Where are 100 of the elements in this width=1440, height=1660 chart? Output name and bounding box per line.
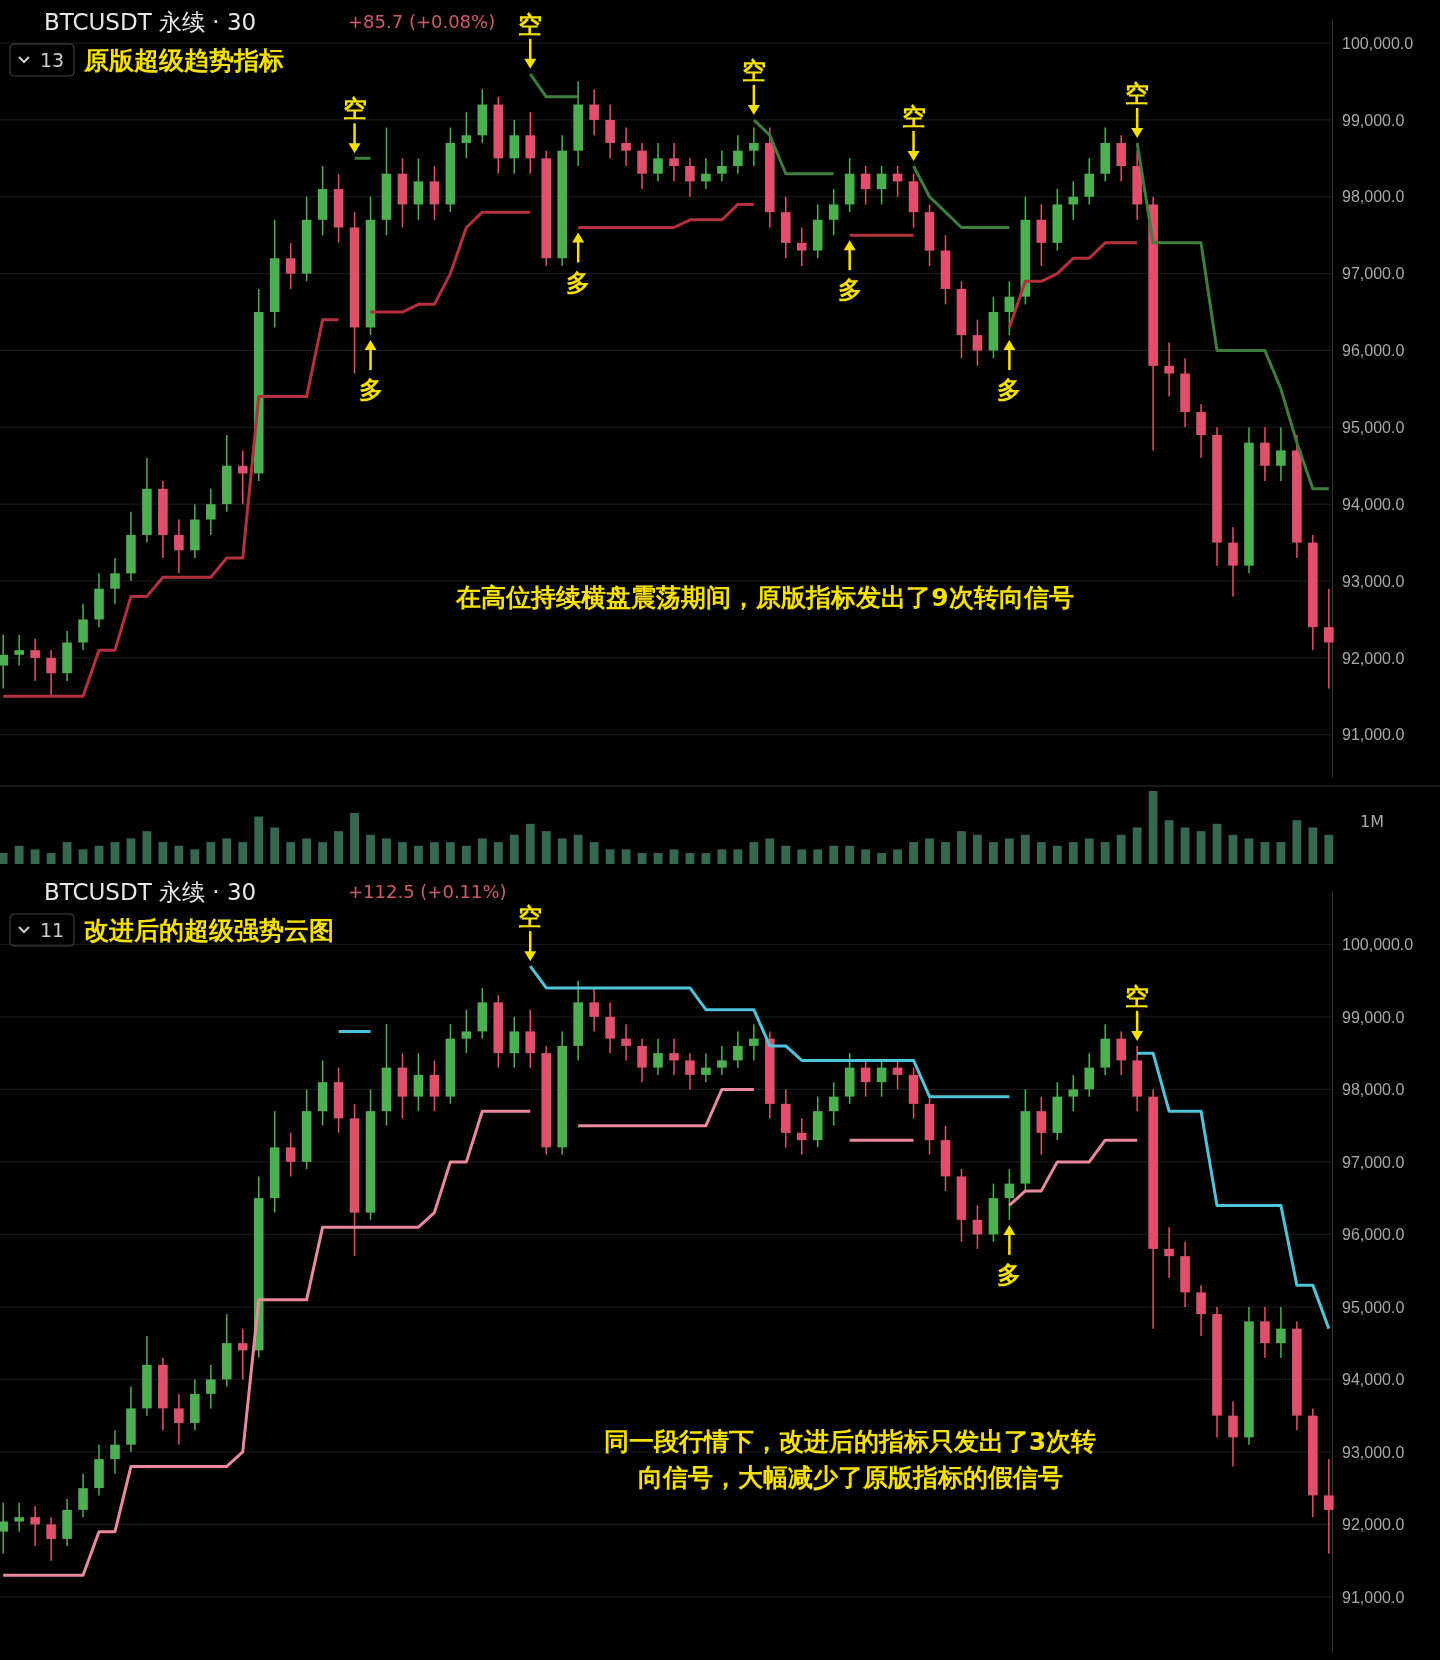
bar (334, 831, 343, 864)
bar (1020, 834, 1030, 864)
annotation: 空 (741, 56, 766, 85)
bar (110, 842, 120, 864)
y-tick-label: 99,000.0 (1342, 1008, 1405, 1026)
candlestick (876, 1059, 887, 1098)
candlestick (1228, 526, 1238, 598)
chart-subtitle: BTCUSDT 永续 · 30 (44, 9, 257, 35)
candlestick (1276, 1306, 1286, 1359)
y-tick-label: 98,000.0 (1342, 188, 1405, 206)
bar (14, 845, 24, 864)
annotation: 多 (358, 376, 383, 405)
bar (1132, 827, 1142, 864)
bar (1148, 791, 1158, 864)
annotation: 13 (40, 49, 65, 71)
bar (701, 853, 711, 864)
candlestick (1164, 1226, 1174, 1279)
bar (1052, 845, 1062, 864)
annotation: 多 (997, 1260, 1022, 1289)
candlestick (749, 1023, 759, 1062)
candlestick (1260, 426, 1270, 482)
y-tick-label: 91,000.0 (1342, 1588, 1405, 1606)
candlestick (1084, 1052, 1095, 1098)
candlestick (110, 1429, 120, 1475)
bar (669, 849, 679, 864)
candlestick (637, 1037, 647, 1083)
bar (366, 834, 375, 864)
candlestick (237, 1327, 248, 1381)
candlestick (509, 119, 520, 175)
bar (78, 849, 88, 864)
bar (877, 853, 886, 864)
candlestick (14, 1501, 24, 1533)
candlestick (1084, 157, 1095, 206)
bar (621, 849, 631, 864)
bar (1196, 831, 1206, 864)
y-tick-label: 95,000.0 (1342, 418, 1405, 436)
candlestick (1276, 426, 1286, 482)
bar (94, 845, 104, 864)
bar (1292, 820, 1302, 864)
annotation: 空 (901, 103, 926, 132)
y-tick-label: 96,000.0 (1342, 1226, 1405, 1244)
bar (893, 849, 902, 864)
annotation: 空 (518, 10, 543, 39)
bar (1260, 842, 1270, 864)
bar (174, 845, 184, 864)
bar (781, 845, 791, 864)
annotation: 空 (518, 903, 543, 932)
bar (30, 849, 40, 864)
bar (1036, 842, 1046, 864)
candlestick (653, 1037, 663, 1076)
bar (653, 853, 663, 864)
annotation: 11 (40, 919, 65, 941)
bar (62, 842, 72, 864)
candlestick (30, 1505, 40, 1547)
candlestick (1036, 203, 1047, 267)
y-tick-label: 93,000.0 (1342, 572, 1405, 590)
text: 改进后的超级强势云图 (84, 916, 334, 945)
y-tick-label: 100,000.0 (1342, 34, 1414, 52)
bar (1212, 823, 1222, 864)
candlestick (14, 634, 24, 667)
candlestick (30, 637, 40, 682)
bar (126, 838, 136, 864)
bar (1228, 834, 1238, 864)
candlestick (174, 518, 184, 575)
candlestick (509, 1016, 520, 1069)
candlestick (1036, 1095, 1047, 1156)
candlestick (46, 1516, 56, 1562)
bar (350, 812, 359, 864)
bar (142, 831, 152, 864)
y-tick-label: 97,000.0 (1342, 265, 1405, 283)
bar (797, 849, 807, 864)
candlestick (1260, 1306, 1270, 1359)
bar (925, 838, 934, 864)
bar (973, 834, 982, 864)
bar (414, 845, 423, 864)
bar (813, 849, 823, 864)
y-tick-label: 93,000.0 (1342, 1443, 1405, 1461)
bar (541, 831, 551, 864)
bar (749, 842, 759, 864)
candlestick (637, 142, 647, 190)
candlestick (653, 142, 663, 183)
bar (1244, 838, 1254, 864)
bar (1180, 827, 1190, 864)
text: 原版超级趋势指标 (83, 46, 284, 75)
candlestick (1068, 180, 1079, 221)
candlestick (461, 111, 472, 160)
y-tick-label: 95,000.0 (1342, 1298, 1405, 1316)
bar (382, 838, 391, 864)
candlestick (1228, 1400, 1238, 1468)
bar (302, 838, 312, 864)
candlestick (605, 103, 615, 160)
y-tick-label: 92,000.0 (1342, 649, 1405, 667)
candlestick (0, 1501, 8, 1555)
bar (430, 842, 439, 864)
candlestick (733, 134, 743, 175)
annotation: 同一段行情下，改进后的指标只发出了3次转向信号，大幅减少了原版指标的假信号 (603, 1427, 1097, 1492)
candlestick (717, 1045, 727, 1076)
candlestick (413, 157, 424, 221)
bar (605, 849, 615, 864)
bar (1164, 820, 1174, 864)
